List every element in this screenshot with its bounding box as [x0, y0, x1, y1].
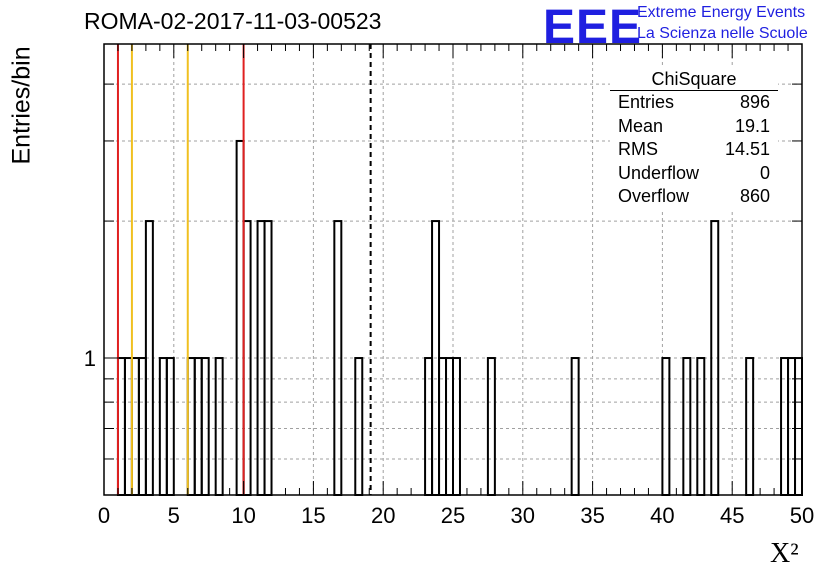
stats-row: Mean 19.1	[610, 115, 778, 139]
x-tick-label: 50	[790, 503, 814, 528]
stats-row: Entries 896	[610, 91, 778, 115]
x-tick-label: 15	[301, 503, 325, 528]
stats-row: RMS 14.51	[610, 138, 778, 162]
stats-value: 14.51	[724, 139, 770, 159]
brand-line-1: Extreme Energy Events	[637, 4, 806, 21]
chart-title: ROMA-02-2017-11-03-00523	[84, 8, 382, 34]
x-axis-label: X²	[770, 538, 799, 569]
x-tick-label: 10	[231, 503, 255, 528]
stats-row: Underflow 0	[610, 162, 778, 186]
stats-title: ChiSquare	[610, 68, 778, 91]
stats-value: 19.1	[734, 115, 770, 136]
histogram-bar	[235, 139, 245, 496]
x-tick-label: 40	[650, 503, 674, 528]
x-tick-label: 25	[441, 503, 465, 528]
stats-label: Mean	[618, 115, 664, 136]
stats-label: RMS	[618, 139, 658, 159]
stats-label: Underflow	[618, 162, 700, 183]
x-tick-label: 5	[168, 503, 180, 528]
brand-line-2: La Scienza nelle Scuole	[637, 25, 808, 42]
x-tick-label: 20	[371, 503, 395, 528]
stats-value: 0	[759, 162, 770, 183]
x-tick-label: 30	[511, 503, 535, 528]
y-axis-label: Entries/bin	[7, 46, 36, 165]
stats-value: 896	[739, 92, 770, 112]
stats-box: ChiSquare Entries 896 Mean 19.1 RMS 14.51 U…	[610, 68, 778, 209]
stats-label: Entries	[618, 92, 675, 112]
x-tick-label: 0	[98, 503, 110, 528]
x-tick-label: 35	[580, 503, 604, 528]
eee-logo: EEE	[543, 1, 643, 54]
stats-row: Overflow 860	[610, 185, 778, 209]
stats-label: Overflow	[618, 186, 690, 206]
stats-value: 860	[739, 186, 770, 206]
y-tick-label: 1	[84, 346, 96, 371]
x-tick-label: 45	[720, 503, 744, 528]
